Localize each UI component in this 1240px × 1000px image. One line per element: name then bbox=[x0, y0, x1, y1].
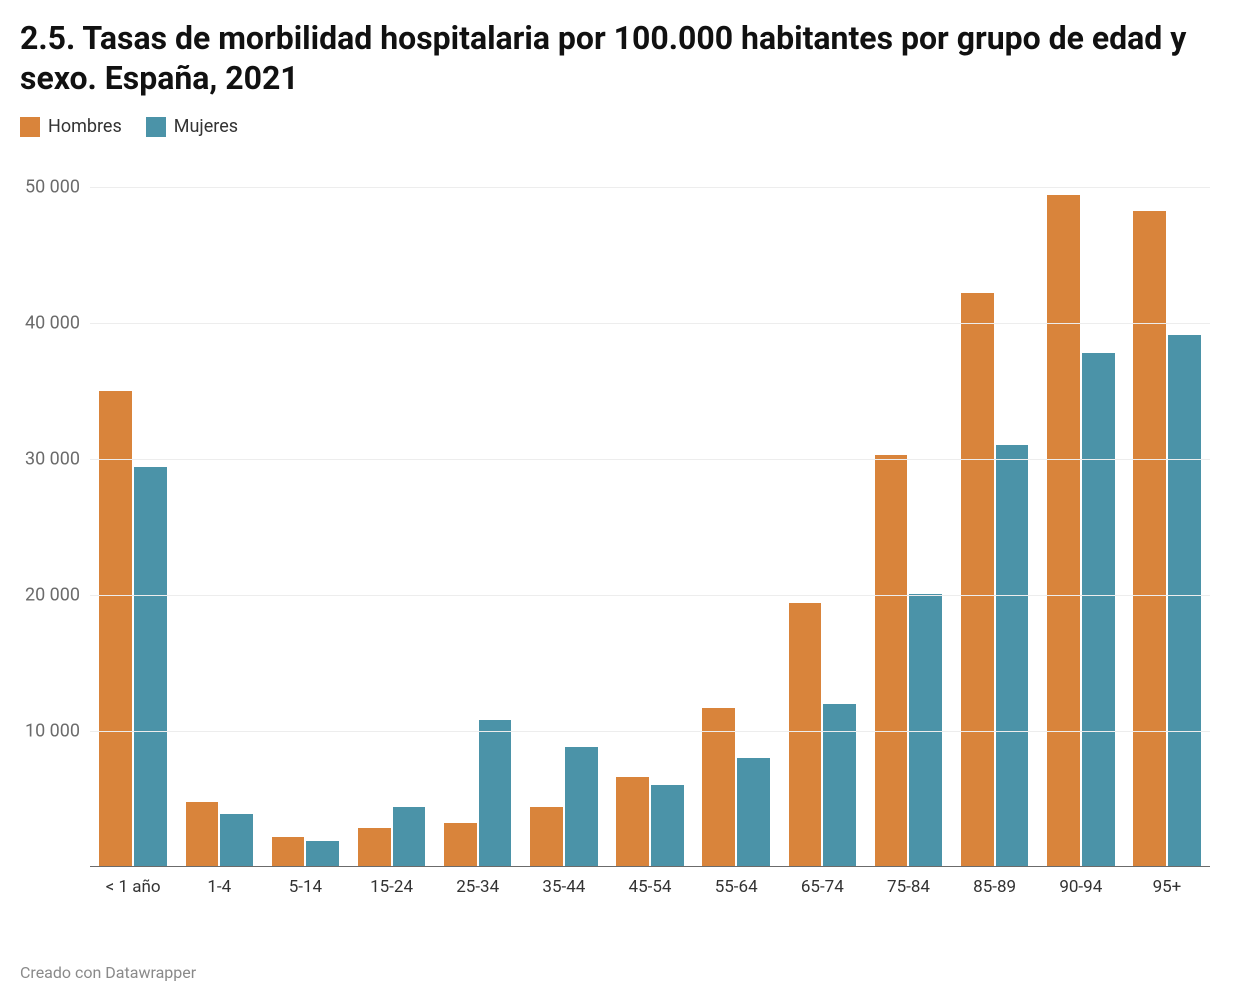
bar-mujeres bbox=[1082, 353, 1115, 867]
bar-mujeres bbox=[134, 467, 167, 867]
x-axis-label: 1-4 bbox=[176, 867, 262, 907]
bar-group bbox=[1124, 187, 1210, 867]
x-axis-label: 15-24 bbox=[348, 867, 434, 907]
bar-pair bbox=[1038, 187, 1124, 867]
bar-group bbox=[348, 187, 434, 867]
bar-hombres bbox=[789, 603, 822, 867]
x-axis-label: 5-14 bbox=[262, 867, 348, 907]
bar-pair bbox=[693, 187, 779, 867]
bar-hombres bbox=[616, 777, 649, 867]
gridline bbox=[90, 595, 1210, 596]
bar-hombres bbox=[530, 807, 563, 867]
bar-pair bbox=[262, 187, 348, 867]
y-axis-label: 50 000 bbox=[25, 177, 90, 198]
bar-hombres bbox=[1047, 195, 1080, 867]
bar-mujeres bbox=[651, 785, 684, 867]
bar-mujeres bbox=[737, 758, 770, 867]
chart-title: 2.5. Tasas de morbilidad hospitalaria po… bbox=[20, 18, 1220, 98]
legend-item-hombres: Hombres bbox=[20, 116, 122, 137]
bar-mujeres bbox=[479, 720, 512, 867]
plot: 10 00020 00030 00040 00050 000 bbox=[90, 187, 1210, 867]
bar-mujeres bbox=[565, 747, 598, 867]
bar-group bbox=[176, 187, 262, 867]
chart-container: 2.5. Tasas de morbilidad hospitalaria po… bbox=[0, 0, 1240, 1000]
x-axis-label: < 1 año bbox=[90, 867, 176, 907]
legend-label-mujeres: Mujeres bbox=[174, 116, 238, 137]
x-axis-label: 95+ bbox=[1124, 867, 1210, 907]
bar-mujeres bbox=[996, 445, 1029, 867]
bar-hombres bbox=[1133, 211, 1166, 867]
bar-pair bbox=[435, 187, 521, 867]
bar-group bbox=[865, 187, 951, 867]
bar-mujeres bbox=[1168, 335, 1201, 867]
gridline bbox=[90, 731, 1210, 732]
bar-mujeres bbox=[393, 807, 426, 867]
legend-swatch-hombres bbox=[20, 117, 40, 137]
bar-hombres bbox=[961, 293, 994, 867]
bar-group bbox=[90, 187, 176, 867]
bar-group bbox=[1038, 187, 1124, 867]
bar-pair bbox=[348, 187, 434, 867]
bar-hombres bbox=[99, 391, 132, 867]
bar-group bbox=[521, 187, 607, 867]
bar-group bbox=[779, 187, 865, 867]
bar-pair bbox=[952, 187, 1038, 867]
bar-pair bbox=[865, 187, 951, 867]
bar-group bbox=[693, 187, 779, 867]
bar-hombres bbox=[444, 823, 477, 867]
bar-pair bbox=[1124, 187, 1210, 867]
bar-hombres bbox=[186, 802, 219, 867]
x-axis-label: 25-34 bbox=[435, 867, 521, 907]
bar-group bbox=[262, 187, 348, 867]
bar-hombres bbox=[875, 455, 908, 867]
footer-credit: Creado con Datawrapper bbox=[20, 963, 196, 982]
y-axis-label: 10 000 bbox=[25, 721, 90, 742]
gridline bbox=[90, 323, 1210, 324]
chart-area: 10 00020 00030 00040 00050 000 < 1 año1-… bbox=[90, 187, 1210, 907]
x-axis-label: 85-89 bbox=[952, 867, 1038, 907]
x-axis-label: 75-84 bbox=[865, 867, 951, 907]
bar-mujeres bbox=[823, 704, 856, 867]
legend: Hombres Mujeres bbox=[20, 116, 1220, 137]
bar-hombres bbox=[358, 828, 391, 867]
x-axis-labels: < 1 año1-45-1415-2425-3435-4445-5455-646… bbox=[90, 867, 1210, 907]
y-axis-label: 30 000 bbox=[25, 449, 90, 470]
y-axis-label: 40 000 bbox=[25, 313, 90, 334]
bar-pair bbox=[176, 187, 262, 867]
bar-mujeres bbox=[220, 814, 253, 867]
y-axis-label: 20 000 bbox=[25, 585, 90, 606]
x-axis-label: 90-94 bbox=[1038, 867, 1124, 907]
x-axis-label: 55-64 bbox=[693, 867, 779, 907]
bar-groups bbox=[90, 187, 1210, 867]
x-axis-label: 35-44 bbox=[521, 867, 607, 907]
bar-pair bbox=[607, 187, 693, 867]
bar-hombres bbox=[272, 837, 305, 867]
legend-swatch-mujeres bbox=[146, 117, 166, 137]
bar-pair bbox=[779, 187, 865, 867]
gridline bbox=[90, 187, 1210, 188]
bar-pair bbox=[90, 187, 176, 867]
x-axis-label: 65-74 bbox=[779, 867, 865, 907]
bar-group bbox=[607, 187, 693, 867]
legend-label-hombres: Hombres bbox=[48, 116, 122, 137]
bar-group bbox=[952, 187, 1038, 867]
x-axis-label: 45-54 bbox=[607, 867, 693, 907]
gridline bbox=[90, 459, 1210, 460]
legend-item-mujeres: Mujeres bbox=[146, 116, 238, 137]
bar-group bbox=[435, 187, 521, 867]
bar-mujeres bbox=[306, 841, 339, 867]
bar-pair bbox=[521, 187, 607, 867]
